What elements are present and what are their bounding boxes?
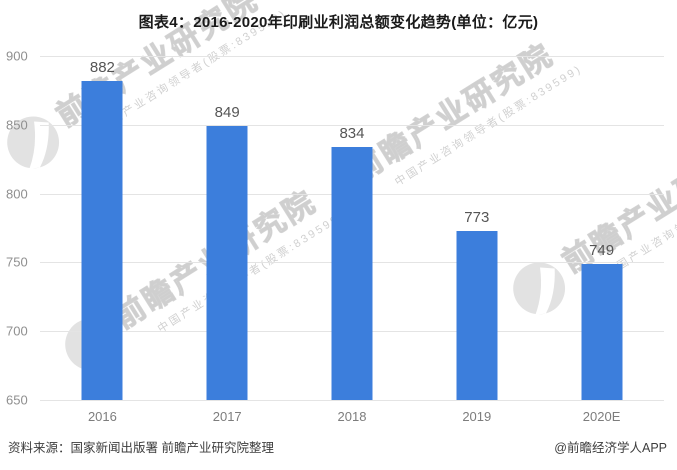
y-axis-tick-label: 700 [6, 323, 28, 339]
gridline [40, 124, 664, 126]
y-axis-tick-label: 850 [6, 117, 28, 133]
x-axis-category-label: 2018 [337, 409, 367, 424]
bar-slot-2016: 882 [40, 56, 165, 400]
bar-value-label: 882 [89, 58, 115, 76]
bar-slot-2017: 849 [165, 56, 290, 400]
source-note: 资料来源：国家新闻出版署 前瞻产业研究院整理 [8, 441, 274, 455]
credit-note: @前瞻经济学人APP [554, 441, 667, 455]
bar-2020E[interactable] [581, 263, 623, 400]
x-axis-category-label: 2020E [582, 409, 621, 424]
chart-title: 图表4：2016-2020年印刷业利润总额变化趋势(单位：亿元) [138, 14, 539, 31]
bar-value-label: 773 [464, 208, 490, 226]
bar-value-label: 849 [214, 104, 240, 122]
bar-slot-2018: 834 [290, 56, 415, 400]
plot-area: 900 850 800 750 700 650 2016 882 2017 849 2018 834 2… [6, 49, 664, 424]
x-axis-category-label: 2016 [87, 409, 117, 424]
bar-slot-2019: 773 [414, 56, 539, 400]
bar-value-label: 834 [339, 124, 365, 142]
footer: 资料来源：国家新闻出版署 前瞻产业研究院整理 @前瞻经济学人APP [8, 437, 667, 456]
y-axis-tick-label: 900 [6, 48, 28, 64]
bar-2016[interactable] [81, 80, 123, 400]
x-axis-category-label: 2019 [462, 409, 492, 424]
bar-value-label: 749 [589, 241, 615, 259]
bar-slot-2020E: 749 [539, 56, 664, 400]
bar-2017[interactable] [206, 126, 248, 400]
gridline [40, 56, 664, 57]
bar-2018[interactable] [331, 146, 373, 400]
y-axis-tick-label: 750 [6, 254, 28, 270]
y-axis-tick-label: 650 [6, 392, 28, 408]
y-axis-tick-label: 800 [6, 186, 28, 202]
x-axis-category-label: 2017 [212, 409, 242, 424]
gridline [40, 400, 664, 401]
bar-2019[interactable] [456, 230, 498, 400]
